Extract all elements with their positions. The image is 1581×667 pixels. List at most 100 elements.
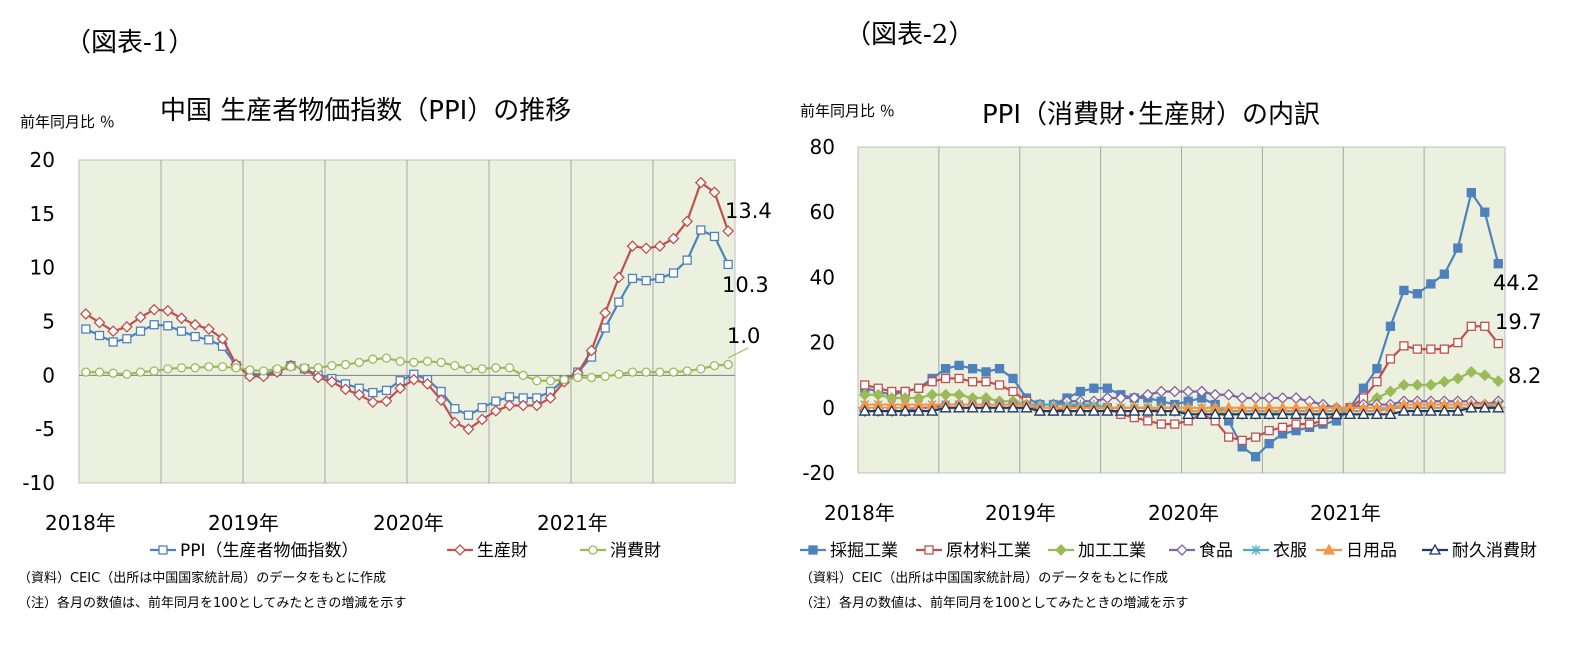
legend-item-label: 消費財 [610, 541, 661, 561]
chart2-data-point [1411, 379, 1424, 391]
chart2-data-point [954, 360, 964, 371]
legend-item-label: 耐久消費財 [1452, 541, 1537, 561]
chart2-data-point [1264, 425, 1274, 436]
chart1-data-point [189, 318, 202, 331]
chart1-data-point [450, 360, 460, 371]
chart2-data-point [1033, 404, 1047, 416]
chart1-data-point [79, 308, 92, 320]
chart2-data-point [927, 377, 937, 387]
chart1-data-point [653, 240, 666, 253]
chart1-data-point [93, 316, 106, 329]
chart1-data-point [366, 396, 379, 409]
chart1-data-point [312, 371, 325, 384]
chart2-data-point [1385, 354, 1396, 364]
chart1-data-point [448, 416, 461, 429]
chart1-data-point [436, 357, 446, 368]
chart2-legend: 採掘工業 原材料工業 加工工業 食品 衣服 日用品 耐久消費財 [800, 541, 1537, 561]
chart1-data-point [122, 334, 132, 344]
chart2-data-point [1439, 344, 1449, 354]
chart1-series-1 [79, 176, 735, 436]
chart2-data-point [1047, 404, 1060, 416]
chart2-data-point [1397, 379, 1410, 391]
chart2-data-point [1224, 432, 1234, 442]
legend-item-label: 衣服 [1273, 541, 1307, 561]
chart2-data-point [885, 404, 898, 416]
chart2-x-tick-label: 2019年 [985, 501, 1056, 525]
chart2-data-point [1466, 321, 1476, 331]
chart2-data-point [1128, 404, 1141, 416]
chart1-data-point [462, 423, 475, 436]
chart1-data-point [545, 376, 556, 386]
legend-swatch-marker [1055, 544, 1067, 556]
chart1-data-point [504, 363, 515, 373]
legend-item-label: 日用品 [1346, 541, 1397, 561]
chart2-data-point [1156, 419, 1166, 429]
chart2-data-point [1060, 404, 1074, 416]
chart1-data-point [163, 364, 173, 374]
chart2-data-point [1330, 407, 1343, 419]
chart2-data-point [994, 380, 1005, 390]
chart2-data-point [1102, 383, 1113, 393]
chart1-data-point [668, 367, 679, 377]
legend-swatch-marker [588, 545, 598, 555]
chart2-data-point [1439, 269, 1449, 279]
chart2-data-point [1426, 279, 1436, 289]
chart1-data-point [477, 364, 487, 374]
chart2-data-point [979, 401, 993, 413]
chart2-data-point [1466, 187, 1476, 198]
chart2-data-point [1411, 404, 1424, 416]
chart1-y-tick-label: 15 [30, 202, 55, 226]
chart2-end-label: 19.7 [1495, 310, 1542, 334]
chart2-data-point [1087, 404, 1100, 416]
chart1-data-point [489, 404, 502, 417]
chart2-data-point [1168, 385, 1181, 398]
chart1-y-tick-label: 20 [30, 148, 55, 172]
chart2-data-point [1170, 419, 1180, 429]
chart1-y-tick-label: -10 [22, 471, 55, 495]
chart2-data-point [1008, 386, 1018, 397]
chart2-data-point [1008, 373, 1018, 384]
chart2-data-point [1276, 407, 1289, 419]
chart2-data-point [1465, 366, 1478, 378]
chart1-data-point [409, 357, 419, 368]
chart1-y-tick-label: -5 [35, 417, 55, 441]
legend-swatch-marker [808, 545, 818, 555]
chart2-data-point [1412, 344, 1423, 354]
chart2-data-point [912, 404, 925, 416]
chart1-data-point [435, 394, 448, 407]
chart1-data-point [204, 335, 214, 345]
chart1-data-point [353, 388, 366, 401]
chart2-data-point [940, 373, 951, 384]
legend-item-label: 加工工業 [1078, 541, 1146, 561]
chart1-data-point [368, 387, 378, 398]
chart2-data-point [1316, 407, 1330, 419]
chart2-data-point [966, 401, 979, 413]
chart1-x-tick-label: 2021年 [537, 511, 608, 535]
chart1-data-point [614, 297, 624, 307]
chart1-data-point [600, 323, 610, 333]
chart2-x-tick-label: 2018年 [824, 501, 895, 525]
legend-swatch-marker [1176, 544, 1188, 556]
chart2-y-tick-label: 60 [810, 200, 835, 224]
chart1-data-point [586, 372, 597, 383]
chart1-data-point [135, 367, 146, 377]
chart2-data-point [1451, 372, 1464, 385]
chart2-data-point [1263, 407, 1276, 419]
chart1-data-point [217, 362, 228, 372]
chart1-data-point [204, 362, 214, 372]
chart1-end-label: 10.3 [722, 273, 769, 297]
chart1-data-point [599, 306, 612, 319]
chart1-data-point [299, 363, 310, 373]
chart1-data-point [709, 231, 720, 242]
chart2-data-point [1384, 385, 1397, 398]
chart1-series-2 [81, 353, 733, 386]
chart1-data-point [627, 273, 638, 284]
chart1-data-point [354, 357, 364, 368]
chart2-data-point [1399, 285, 1409, 296]
chart2-data-point [952, 401, 966, 413]
chart1-data-point [286, 362, 296, 372]
chart1-data-point [340, 359, 351, 370]
chart2-data-point [1250, 452, 1261, 462]
chart1-data-point [655, 273, 665, 284]
chart1-plot: 20 15 10 5 0 -5 -10 2018年 2019年 2020年 2021年 13.4 10.… [22, 148, 771, 561]
